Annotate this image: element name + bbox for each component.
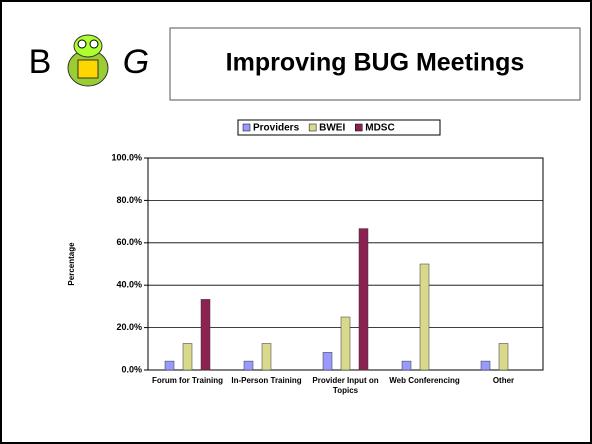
legend-swatch: [242, 123, 251, 132]
bar: [261, 343, 272, 371]
y-tick-label: 100.0%: [111, 152, 142, 162]
bar: [243, 360, 254, 371]
x-tick-label: Web Conferencing: [389, 376, 460, 385]
x-tick-label: Provider Input on Topics: [312, 376, 379, 395]
slide-title: Improving BUG Meetings: [226, 49, 525, 77]
bar: [340, 316, 351, 371]
x-tick-label: Forum for Training: [151, 376, 224, 385]
logo-letter: G: [123, 43, 149, 81]
bar: [200, 299, 211, 371]
legend-swatch: [355, 123, 363, 132]
y-tick-label: 0.0%: [121, 364, 142, 374]
title-box: [169, 27, 581, 101]
legend-label: MDSC: [365, 123, 394, 134]
bar: [419, 263, 430, 371]
y-tick-label: 80.0%: [116, 195, 142, 205]
x-tick-label: In-Person Training: [231, 376, 302, 385]
y-tick-label: 20.0%: [116, 322, 142, 332]
bar: [401, 360, 412, 371]
bar: [480, 360, 491, 371]
y-tick-label: 40.0%: [116, 280, 142, 290]
legend-swatch: [308, 123, 317, 132]
logo-bug: [67, 34, 109, 87]
bar: [498, 343, 509, 371]
legend-label: Providers: [253, 123, 300, 134]
y-axis-label: Percentage: [67, 242, 76, 286]
legend-label: BWEI: [319, 123, 345, 134]
x-tick-label: Other: [492, 376, 515, 385]
bar: [182, 343, 193, 371]
bar: [164, 360, 175, 371]
bar: [358, 228, 369, 371]
logo-letter: B: [29, 43, 52, 81]
y-tick-label: 60.0%: [116, 237, 142, 247]
legend-box: [237, 119, 441, 136]
bar: [322, 352, 333, 371]
